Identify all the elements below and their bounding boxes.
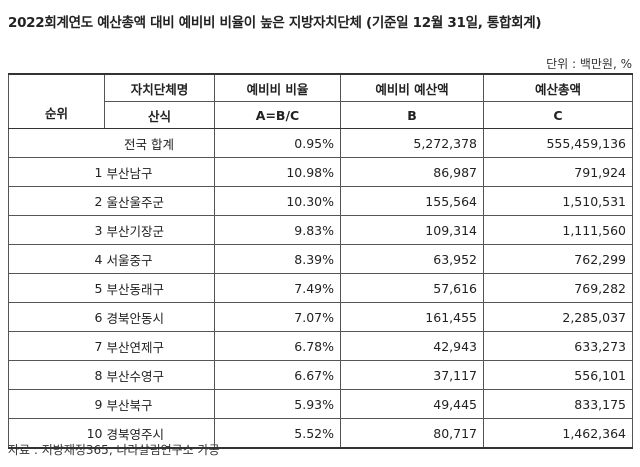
total-budget: 555,459,136 xyxy=(483,128,633,158)
table-row: 1 부산남구 10.98% 86,987 791,924 xyxy=(8,157,633,187)
total-reserve: 5,272,378 xyxy=(340,128,484,158)
total-row: 전국 합계 0.95% 5,272,378 555,459,136 xyxy=(8,128,633,158)
reserve-cell: 63,952 xyxy=(340,244,484,274)
reserve-cell: 42,943 xyxy=(340,331,484,361)
rank-cell: 8 xyxy=(8,360,105,390)
rank-cell: 1 xyxy=(8,157,105,187)
page-title: 2022회계연도 예산총액 대비 예비비 비율이 높은 지방자치단체 (기준일 … xyxy=(8,15,542,31)
name-cell: 부산동래구 xyxy=(104,273,215,303)
budget-cell: 769,282 xyxy=(483,273,633,303)
rank-cell: 9 xyxy=(8,389,105,419)
ratio-cell: 5.52% xyxy=(214,418,341,449)
rank-cell: 6 xyxy=(8,302,105,332)
name-cell: 울산울주군 xyxy=(104,186,215,216)
header-budget: 예산총액 xyxy=(483,73,633,102)
source-note: 자료 : 지방재정365, 나라살림연구소 가공 xyxy=(8,443,220,457)
ratio-cell: 8.39% xyxy=(214,244,341,274)
header-row: 순위 자치단체명 예비비 비율 예비비 예산액 예산총액 xyxy=(8,73,633,129)
table-row: 4 서울중구 8.39% 63,952 762,299 xyxy=(8,244,633,274)
rank-cell: 3 xyxy=(8,215,105,245)
name-cell: 부산기장군 xyxy=(104,215,215,245)
budget-cell: 2,285,037 xyxy=(483,302,633,332)
formula-ratio: A=B/C xyxy=(214,101,341,129)
formula-row: 산식 A=B/C B C xyxy=(9,101,633,129)
rank-cell: 10 xyxy=(8,418,105,449)
name-cell: 서울중구 xyxy=(104,244,215,274)
ratio-cell: 6.78% xyxy=(214,331,341,361)
budget-cell: 1,111,560 xyxy=(483,215,633,245)
reserve-ratio-table: 순위 자치단체명 예비비 비율 예비비 예산액 예산총액 산식 A=B/C B … xyxy=(8,73,633,449)
rank-cell: 7 xyxy=(8,331,105,361)
reserve-cell: 161,455 xyxy=(340,302,484,332)
ratio-cell: 10.30% xyxy=(214,186,341,216)
reserve-cell: 80,717 xyxy=(340,418,484,449)
budget-cell: 1,462,364 xyxy=(483,418,633,449)
reserve-cell: 57,616 xyxy=(340,273,484,303)
header-rank: 순위 xyxy=(8,73,105,129)
rank-cell: 2 xyxy=(8,186,105,216)
reserve-cell: 37,117 xyxy=(340,360,484,390)
formula-c: C xyxy=(483,101,633,129)
budget-cell: 556,101 xyxy=(483,360,633,390)
name-cell: 경북안동시 xyxy=(104,302,215,332)
budget-cell: 791,924 xyxy=(483,157,633,187)
total-ratio: 0.95% xyxy=(214,128,341,158)
table-row: 7 부산연제구 6.78% 42,943 633,273 xyxy=(8,331,633,361)
table-row: 8 부산수영구 6.67% 37,117 556,101 xyxy=(8,360,633,390)
reserve-cell: 49,445 xyxy=(340,389,484,419)
ratio-cell: 7.07% xyxy=(214,302,341,332)
ratio-cell: 5.93% xyxy=(214,389,341,419)
header-entity: 자치단체명 xyxy=(104,73,215,102)
budget-cell: 1,510,531 xyxy=(483,186,633,216)
formula-b: B xyxy=(340,101,484,129)
unit-note: 단위 : 백만원, % xyxy=(546,57,632,71)
ratio-cell: 10.98% xyxy=(214,157,341,187)
rank-cell: 4 xyxy=(8,244,105,274)
budget-cell: 762,299 xyxy=(483,244,633,274)
formula-label: 산식 xyxy=(104,101,215,129)
table-row: 3 부산기장군 9.83% 109,314 1,111,560 xyxy=(8,215,633,245)
table-row: 10 경북영주시 5.52% 80,717 1,462,364 xyxy=(8,418,633,449)
rank-cell: 5 xyxy=(8,273,105,303)
budget-cell: 633,273 xyxy=(483,331,633,361)
reserve-cell: 109,314 xyxy=(340,215,484,245)
name-cell: 경북영주시 xyxy=(104,418,215,449)
name-cell: 부산수영구 xyxy=(104,360,215,390)
name-cell: 부산북구 xyxy=(104,389,215,419)
reserve-cell: 86,987 xyxy=(340,157,484,187)
reserve-cell: 155,564 xyxy=(340,186,484,216)
budget-cell: 833,175 xyxy=(483,389,633,419)
header-reserve: 예비비 예산액 xyxy=(340,73,484,102)
total-label: 전국 합계 xyxy=(8,128,215,158)
table-row: 9 부산북구 5.93% 49,445 833,175 xyxy=(8,389,633,419)
table-row: 2 울산울주군 10.30% 155,564 1,510,531 xyxy=(8,186,633,216)
ratio-cell: 9.83% xyxy=(214,215,341,245)
table-row: 6 경북안동시 7.07% 161,455 2,285,037 xyxy=(8,302,633,332)
ratio-cell: 7.49% xyxy=(214,273,341,303)
ratio-cell: 6.67% xyxy=(214,360,341,390)
name-cell: 부산남구 xyxy=(104,157,215,187)
header-ratio: 예비비 비율 xyxy=(214,73,341,102)
name-cell: 부산연제구 xyxy=(104,331,215,361)
table-row: 5 부산동래구 7.49% 57,616 769,282 xyxy=(8,273,633,303)
